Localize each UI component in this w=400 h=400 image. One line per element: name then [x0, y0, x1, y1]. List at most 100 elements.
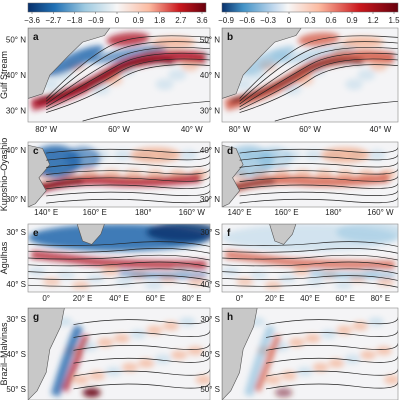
anomaly-patch [154, 354, 171, 364]
contour-line [222, 268, 398, 274]
row-agulhas: Agulhas e 0° 20° E 40° E 60° E 80° E 30° S 40° S… [0, 223, 399, 303]
contour-line [222, 261, 398, 268]
contour-line [239, 58, 398, 111]
land [28, 144, 51, 207]
anomaly-patch [179, 317, 196, 327]
colorbar-left-ticks: −3.6 −2.7 −1.8 −0.9 0 0.9 1.8 2.7 3.6 [24, 12, 208, 25]
contour-line [222, 241, 398, 247]
contour-line [28, 282, 210, 288]
contour-line [28, 261, 210, 268]
anomaly-patch [151, 36, 196, 48]
contour-line [46, 197, 210, 204]
anomaly-field [222, 32, 398, 111]
anomaly-patch [170, 350, 188, 360]
colorbar-right-bar [221, 2, 399, 13]
colorbar-tick-label: 1.5 [388, 16, 400, 25]
anomaly-patch [278, 274, 296, 283]
anomaly-patch [357, 69, 376, 81]
panel-map [222, 28, 398, 122]
anomaly-patch [72, 375, 89, 385]
lon-tick-label: 60° W [299, 125, 321, 134]
anomaly-patch [320, 329, 337, 339]
anomaly-patch [179, 149, 198, 161]
anomaly-patch [57, 270, 76, 280]
colorbar-tick-label: 0.9 [346, 16, 358, 25]
panel-frame [27, 223, 211, 293]
anomaly-patch [280, 45, 357, 64]
anomaly-patch [344, 354, 361, 364]
anomaly-patch [265, 375, 281, 385]
panel-e: e 0° 20° E 40° E 60° E 80° E 30° S 40° S [6, 223, 211, 303]
lon-tick-label: 0° [42, 294, 50, 303]
panel-map [222, 308, 398, 400]
colorbar-right-ticks: −0.9 −0.6 −0.3 0 0.3 0.6 0.9 1.2 1.5 [218, 12, 400, 25]
lat-tick-label: 40° N [6, 71, 26, 80]
contour-line [45, 41, 210, 102]
row-kuroshio-oyashio: Kuroshio–Oyashio c 140° E 160° E 180° 160° W 4… [0, 138, 399, 217]
contour-line [73, 329, 210, 338]
anomaly-patch [121, 362, 139, 372]
contour-line [239, 154, 398, 161]
contour-line [239, 147, 398, 154]
contour-line [46, 161, 210, 168]
lat-tick-label: 50° N [6, 35, 26, 44]
contour-line [73, 368, 210, 377]
panel-label: f [227, 228, 231, 239]
anomaly-patch [168, 69, 187, 81]
panel-map [28, 144, 210, 207]
lat-tick-label: 40° S [6, 280, 26, 289]
anomaly-patch [312, 362, 329, 372]
row-gulf-stream: Gulf Stream a 80° W 60° W 40° W 50° N 40° N 30°… [0, 27, 399, 134]
contour-line [45, 47, 210, 105]
anomaly-field [222, 224, 398, 290]
colorbar-tick-label: 0.3 [304, 16, 316, 25]
anomaly-patch [236, 277, 254, 286]
lon-tick-label: 0° [236, 294, 244, 303]
colorbar-left-bar [27, 2, 207, 13]
anomaly-patch [360, 350, 376, 360]
anomaly-patch [264, 281, 282, 290]
panel-label: d [227, 146, 233, 157]
anomaly-patch [88, 45, 168, 64]
anomaly-patch [320, 147, 370, 163]
panel-map [222, 144, 398, 207]
anomaly-patch [336, 325, 353, 335]
lat-tick-label: 40° S [6, 350, 26, 359]
lat-tick-label: 30° S [200, 315, 220, 324]
lat-tick-label: 50° N [200, 35, 220, 44]
colorbar-tick-label: −2.7 [45, 16, 61, 25]
anomaly-patch [237, 45, 295, 76]
panel-map [28, 308, 210, 400]
anomaly-patch [138, 358, 155, 368]
contour-line [73, 342, 210, 351]
panel-a: a 80° W 60° W 40° W 50° N 40° N 30° N [6, 27, 211, 134]
panel-b: b 80° W 60° W 40° W 50° N 40° N 30° N [200, 27, 399, 134]
panel-g: g 30° S 40° S 50° S [6, 307, 211, 400]
lat-tick-label: 40° S [200, 280, 220, 289]
contour-line [265, 329, 398, 338]
contour-line [46, 147, 210, 154]
land [76, 224, 105, 245]
anomaly-patch [376, 346, 392, 356]
anomaly-patch [304, 149, 323, 161]
panel-label: c [33, 146, 39, 157]
contour-line [46, 168, 210, 175]
contour-line [222, 282, 398, 288]
lat-tick-label: 30° N [200, 107, 220, 116]
contour-line [73, 355, 210, 364]
anomaly-patch [376, 277, 395, 286]
land [28, 28, 111, 99]
colorbar-right: −0.9 −0.6 −0.3 0 0.3 0.6 0.9 1.2 1.5 [218, 2, 400, 25]
panel-frame [221, 223, 399, 293]
anomaly-patch [113, 149, 132, 161]
stream-anomaly [225, 250, 395, 269]
contour-line [265, 368, 398, 377]
anomaly-patch [304, 333, 321, 343]
lat-tick-label: 40° S [200, 350, 220, 359]
contour-line [239, 197, 398, 204]
contour-line [239, 182, 398, 190]
anomaly-patch [97, 337, 114, 348]
anomaly-patch [368, 149, 386, 161]
contour-line [46, 189, 210, 197]
